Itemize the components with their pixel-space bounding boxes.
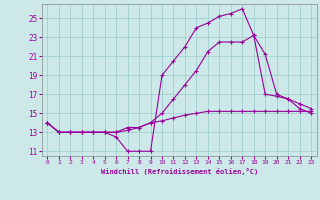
X-axis label: Windchill (Refroidissement éolien,°C): Windchill (Refroidissement éolien,°C) <box>100 168 258 175</box>
